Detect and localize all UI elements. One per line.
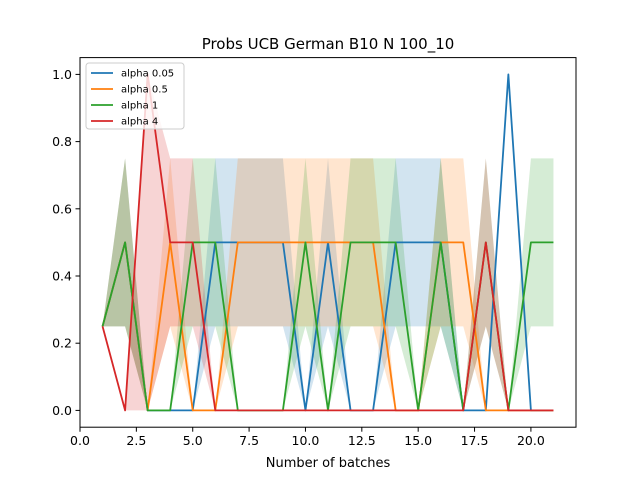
y-axis-ticks: 0.0 0.2 0.4 0.6 0.8 1.0 — [52, 67, 80, 418]
line-series-2 — [101, 241, 554, 412]
y-tick-label: 0.8 — [52, 134, 72, 149]
line-series-4 — [101, 73, 554, 412]
y-tick-label: 0.2 — [52, 336, 72, 351]
x-tick-label: 15.0 — [404, 433, 432, 448]
legend-frame — [85, 62, 185, 130]
x-tick-label: 20.0 — [517, 433, 545, 448]
x-tick-label: 2.5 — [126, 433, 146, 448]
x-tick-label: 10.0 — [292, 433, 320, 448]
x-tick-label: 12.5 — [348, 433, 376, 448]
legend-label-3: alpha 1 — [121, 101, 158, 112]
y-tick-label: 0.4 — [52, 269, 72, 284]
x-axis-label: Number of batches — [266, 456, 391, 471]
legend-label-4: alpha 4 — [121, 117, 158, 128]
x-tick-label: 5.0 — [183, 433, 203, 448]
legend: alpha 0.05 alpha 0.5 alpha 1 alpha 4 — [85, 62, 185, 130]
plot-frame — [79, 57, 577, 428]
series-lines — [101, 73, 554, 412]
band-series-2 — [102, 158, 554, 411]
y-tick-label: 1.0 — [52, 67, 72, 82]
x-axis-ticks: 0.0 2.5 5.0 7.5 10.0 12.5 15.0 17.5 20.0 — [70, 427, 545, 448]
y-tick-label: 0.6 — [52, 201, 72, 216]
x-tick-label: 17.5 — [461, 433, 489, 448]
band-series-3 — [102, 158, 554, 411]
x-tick-label: 0.0 — [70, 433, 90, 448]
legend-label-1: alpha 0.05 — [121, 69, 174, 80]
band-series-1 — [102, 158, 554, 411]
x-tick-label: 7.5 — [239, 433, 259, 448]
legend-label-2: alpha 0.5 — [121, 85, 168, 96]
chart-title: Probs UCB German B10 N 100_10 — [202, 35, 455, 54]
y-tick-label: 0.0 — [52, 403, 72, 418]
